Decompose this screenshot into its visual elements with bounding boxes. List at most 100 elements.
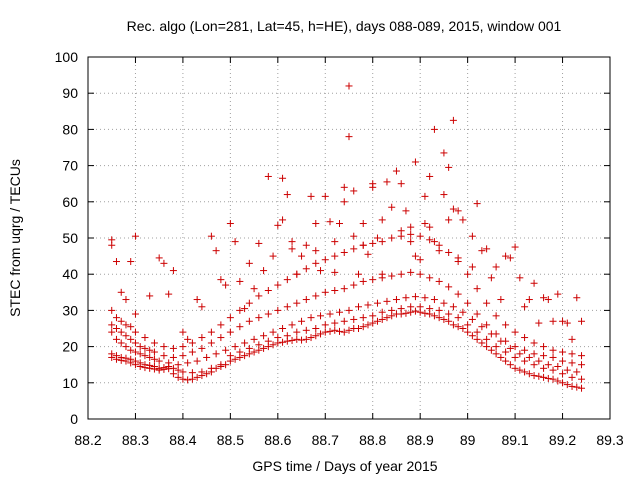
data-point: [378, 216, 386, 224]
data-point: [373, 317, 381, 325]
data-point: [307, 334, 315, 342]
data-point: [188, 339, 196, 347]
data-point: [293, 335, 301, 343]
y-tick-label: 30: [62, 302, 78, 318]
y-tick-label: 50: [62, 230, 78, 246]
data-point: [345, 133, 353, 141]
data-point: [554, 290, 562, 298]
data-point: [525, 353, 533, 361]
data-point: [559, 357, 567, 365]
data-point: [549, 366, 557, 374]
data-point: [174, 361, 182, 369]
data-point: [483, 245, 491, 253]
data-point: [236, 348, 244, 356]
data-point: [435, 306, 443, 314]
data-point: [245, 344, 253, 352]
data-point: [307, 192, 315, 200]
data-point: [402, 309, 410, 317]
y-tick-label: 10: [62, 375, 78, 391]
data-point: [535, 372, 543, 380]
data-point: [502, 348, 510, 356]
data-point: [331, 319, 339, 327]
data-point: [578, 317, 586, 325]
data-point: [497, 353, 505, 361]
data-point: [264, 310, 272, 318]
data-point: [269, 252, 277, 260]
data-point: [568, 382, 576, 390]
data-point: [260, 344, 268, 352]
data-point: [445, 163, 453, 171]
data-point: [165, 290, 173, 298]
y-tick-label: 70: [62, 158, 78, 174]
data-point: [117, 353, 125, 361]
data-point: [241, 339, 249, 347]
data-point: [222, 346, 230, 354]
data-point: [288, 238, 296, 246]
data-point: [302, 241, 310, 249]
data-point: [435, 247, 443, 255]
data-point: [478, 247, 486, 255]
data-point: [540, 364, 548, 372]
data-point: [112, 314, 120, 322]
data-point: [250, 348, 258, 356]
data-point: [435, 314, 443, 322]
x-tick-label: 89: [460, 432, 476, 448]
data-point: [563, 366, 571, 374]
data-point: [440, 149, 448, 157]
data-point: [378, 270, 386, 278]
data-point: [331, 238, 339, 246]
axis-ticks: [87, 56, 611, 420]
data-point: [331, 326, 339, 334]
x-axis-title: GPS time / Days of year 2015: [252, 458, 437, 474]
data-point: [459, 325, 467, 332]
data-point: [378, 315, 386, 323]
data-point: [184, 335, 192, 343]
data-point: [369, 319, 377, 327]
data-point: [236, 306, 244, 314]
data-point: [407, 223, 415, 231]
data-point: [445, 310, 453, 318]
data-point: [421, 294, 429, 302]
data-point: [516, 366, 524, 374]
data-point: [127, 335, 135, 343]
data-point: [321, 328, 329, 336]
data-point: [279, 338, 287, 346]
data-point: [274, 306, 282, 314]
data-point: [468, 315, 476, 323]
x-tick-label: 89.1: [501, 432, 528, 448]
x-tick-label: 88.9: [407, 432, 434, 448]
data-point: [122, 321, 130, 329]
data-point: [483, 299, 491, 307]
y-tick-labels: 0 10 20 30 40 50 60 70 80 90 100: [55, 49, 79, 427]
data-point: [407, 268, 415, 276]
data-point: [269, 328, 277, 336]
data-point: [369, 239, 377, 247]
data-point: [449, 303, 457, 311]
data-point: [449, 321, 457, 329]
data-point: [321, 256, 329, 264]
data-point: [122, 332, 130, 340]
data-point: [426, 236, 434, 244]
data-point: [155, 364, 163, 372]
data-point: [174, 373, 182, 381]
data-point: [321, 321, 329, 329]
data-point: [388, 203, 396, 211]
data-point: [212, 247, 220, 255]
data-point: [511, 343, 519, 351]
data-point: [487, 274, 495, 282]
data-point: [445, 248, 453, 256]
data-point: [573, 368, 581, 376]
data-point: [222, 281, 230, 289]
data-point: [184, 376, 192, 384]
data-point: [454, 314, 462, 322]
data-point: [540, 294, 548, 302]
data-point: [478, 339, 486, 347]
data-point: [388, 272, 396, 280]
data-point: [359, 323, 367, 331]
data-point: [179, 368, 187, 376]
data-point: [317, 312, 325, 320]
data-point: [483, 321, 491, 329]
data-point: [483, 335, 491, 343]
data-point: [407, 230, 415, 238]
data-point: [578, 375, 586, 383]
